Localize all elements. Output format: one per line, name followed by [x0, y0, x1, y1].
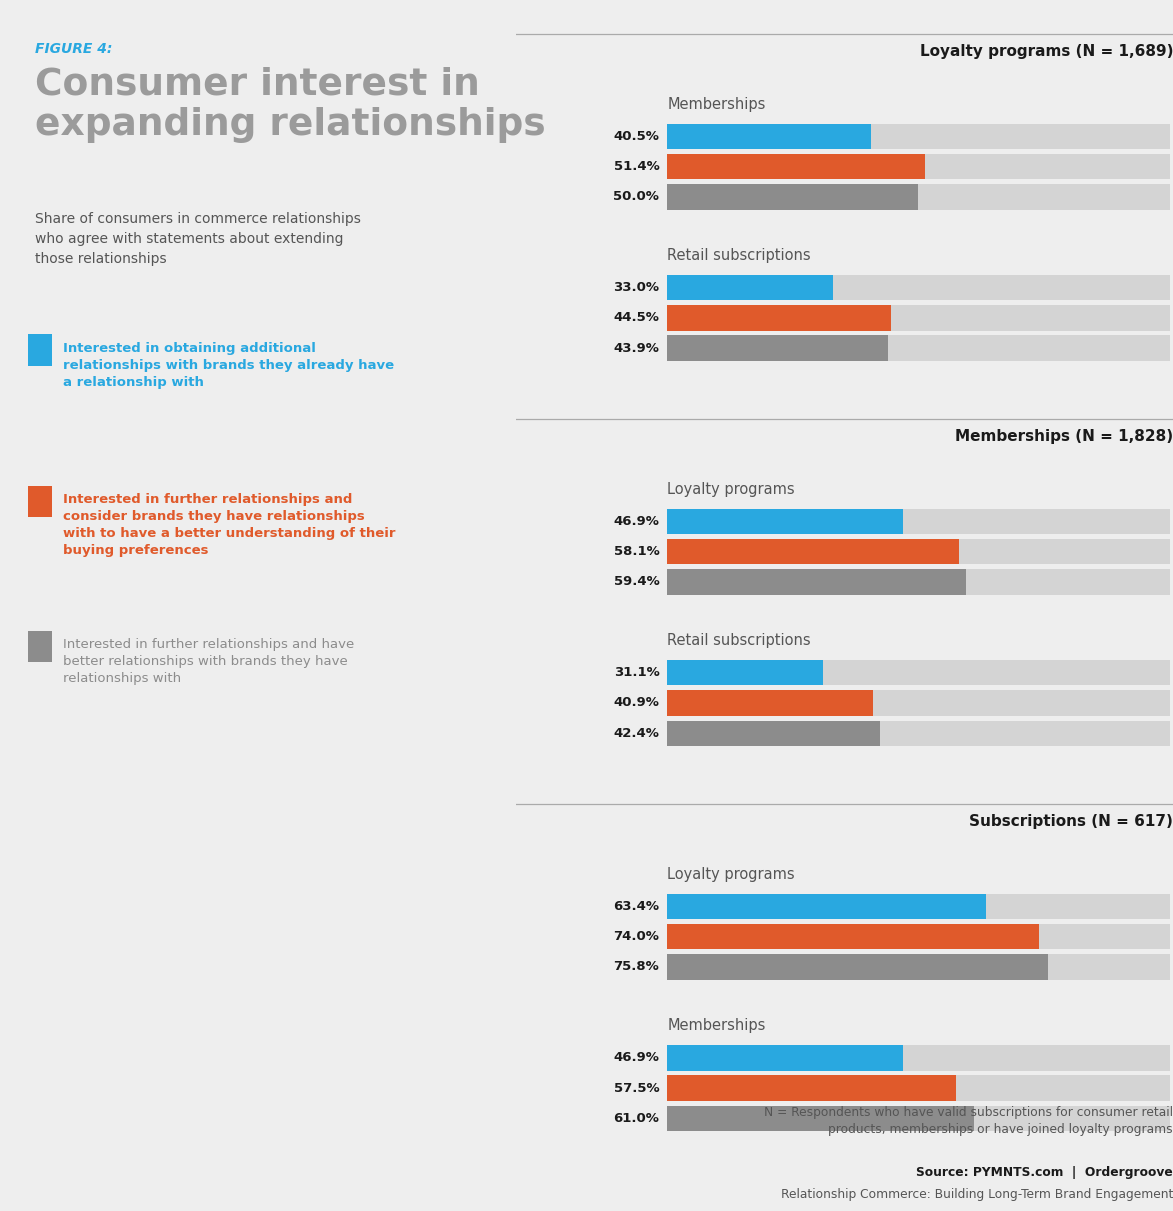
Text: 51.4%: 51.4% — [613, 160, 659, 173]
Bar — [667, 721, 880, 746]
Bar — [667, 305, 890, 331]
Bar — [667, 954, 1049, 980]
Bar — [28, 486, 52, 517]
Text: 42.4%: 42.4% — [613, 727, 659, 740]
Text: Loyalty programs (N = 1,689): Loyalty programs (N = 1,689) — [920, 44, 1173, 58]
Bar — [667, 539, 1169, 564]
Text: Memberships: Memberships — [667, 1018, 766, 1033]
Text: Memberships: Memberships — [667, 97, 766, 111]
Text: 33.0%: 33.0% — [613, 281, 659, 294]
Bar — [667, 509, 903, 534]
Bar — [28, 334, 52, 366]
Bar — [667, 1045, 1169, 1071]
Text: Relationship Commerce: Building Long-Term Brand Engagement: Relationship Commerce: Building Long-Ter… — [780, 1188, 1173, 1201]
Text: Share of consumers in commerce relationships
who agree with statements about ext: Share of consumers in commerce relations… — [35, 212, 361, 266]
Text: 46.9%: 46.9% — [613, 515, 659, 528]
Text: N = Respondents who have valid subscriptions for consumer retail
products, membe: N = Respondents who have valid subscript… — [764, 1106, 1173, 1136]
Text: Consumer interest in
expanding relationships: Consumer interest in expanding relations… — [35, 67, 545, 143]
Bar — [667, 569, 965, 595]
Text: Interested in further relationships and
consider brands they have relationships
: Interested in further relationships and … — [63, 493, 395, 557]
Bar — [667, 1106, 1169, 1131]
Bar — [667, 954, 1169, 980]
Bar — [667, 124, 870, 149]
Bar — [667, 124, 1169, 149]
Bar — [667, 275, 833, 300]
Text: 61.0%: 61.0% — [613, 1112, 659, 1125]
Bar — [667, 894, 985, 919]
Text: 44.5%: 44.5% — [613, 311, 659, 325]
Bar — [667, 1075, 1169, 1101]
Bar — [667, 184, 918, 210]
Bar — [667, 509, 1169, 534]
Text: 40.5%: 40.5% — [613, 130, 659, 143]
Bar — [667, 924, 1169, 949]
Text: Interested in obtaining additional
relationships with brands they already have
a: Interested in obtaining additional relat… — [63, 342, 394, 389]
Bar — [667, 690, 1169, 716]
Bar — [667, 305, 1169, 331]
Bar — [667, 1045, 903, 1071]
Text: Memberships (N = 1,828): Memberships (N = 1,828) — [955, 429, 1173, 443]
Text: 59.4%: 59.4% — [613, 575, 659, 589]
Text: 75.8%: 75.8% — [613, 960, 659, 974]
Text: 63.4%: 63.4% — [613, 900, 659, 913]
Bar — [667, 154, 925, 179]
Text: 31.1%: 31.1% — [613, 666, 659, 679]
Text: Loyalty programs: Loyalty programs — [667, 482, 795, 497]
Bar — [667, 275, 1169, 300]
Text: FIGURE 4:: FIGURE 4: — [35, 42, 113, 57]
Bar — [667, 924, 1039, 949]
Bar — [667, 660, 823, 685]
Text: 57.5%: 57.5% — [613, 1081, 659, 1095]
Text: 74.0%: 74.0% — [613, 930, 659, 943]
Bar — [667, 154, 1169, 179]
Bar — [667, 660, 1169, 685]
Text: 50.0%: 50.0% — [613, 190, 659, 203]
Text: Subscriptions (N = 617): Subscriptions (N = 617) — [969, 814, 1173, 828]
Bar — [667, 721, 1169, 746]
Text: 40.9%: 40.9% — [613, 696, 659, 710]
Text: 43.9%: 43.9% — [613, 342, 659, 355]
Text: Loyalty programs: Loyalty programs — [667, 867, 795, 882]
Text: Source: PYMNTS.com  |  Ordergroove: Source: PYMNTS.com | Ordergroove — [916, 1166, 1173, 1180]
Bar — [667, 1106, 974, 1131]
Bar — [667, 1075, 956, 1101]
Text: Retail subscriptions: Retail subscriptions — [667, 248, 811, 263]
Text: 46.9%: 46.9% — [613, 1051, 659, 1064]
Bar — [667, 894, 1169, 919]
Text: Interested in further relationships and have
better relationships with brands th: Interested in further relationships and … — [63, 638, 354, 685]
Bar — [667, 539, 960, 564]
Bar — [667, 335, 888, 361]
Bar — [667, 569, 1169, 595]
Bar — [667, 690, 873, 716]
Bar — [667, 184, 1169, 210]
Text: 58.1%: 58.1% — [613, 545, 659, 558]
Bar — [28, 631, 52, 662]
Text: Retail subscriptions: Retail subscriptions — [667, 633, 811, 648]
Bar — [667, 335, 1169, 361]
